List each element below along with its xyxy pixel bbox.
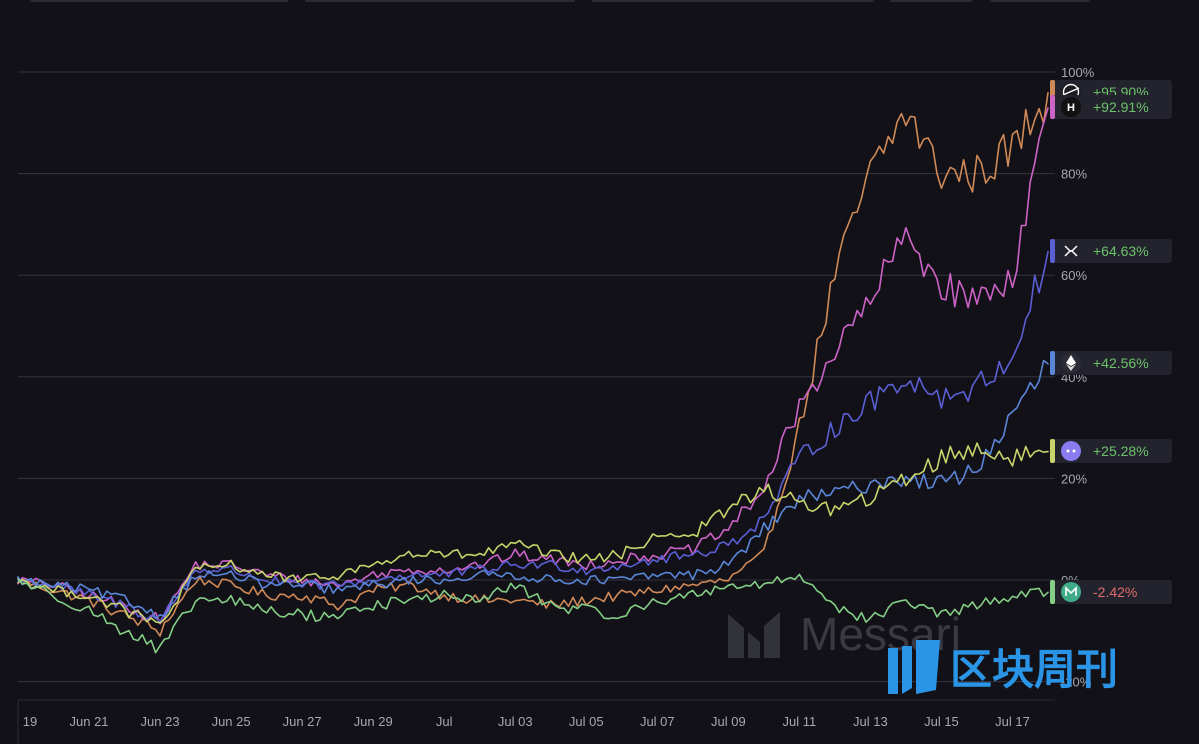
badge-percent: +92.91% [1093, 99, 1149, 115]
badge-percent: +25.28% [1093, 443, 1149, 459]
series-badge-chainlink: +25.28% [1050, 439, 1172, 463]
badge-color-tab [1050, 95, 1055, 119]
y-tick-label: 60% [1061, 268, 1087, 283]
y-tick-label: 80% [1061, 167, 1087, 182]
ethereum-icon [1061, 353, 1081, 373]
series-line-hedera [17, 107, 1049, 625]
badge-percent: +64.63% [1093, 243, 1149, 259]
x-tick-label: Jun 27 [283, 714, 322, 729]
series-badge-hedera: H +92.91% [1050, 95, 1172, 119]
badge-background [1052, 239, 1172, 263]
x-tick-label: Jun 29 [354, 714, 393, 729]
x-tick-label: Jul 05 [569, 714, 604, 729]
series-badge-messari-m: -2.42% [1050, 580, 1172, 604]
badge-color-tab [1050, 580, 1055, 604]
series-line-xrp [17, 250, 1049, 623]
series-line-chainlink [17, 442, 1049, 624]
series-layer [17, 92, 1049, 654]
brand-bars-icon [888, 640, 940, 694]
y-tick-label: 20% [1061, 471, 1087, 486]
badge-percent: -2.42% [1093, 584, 1137, 600]
badge-percent: +42.56% [1093, 355, 1149, 371]
x-tick-label: Jul 15 [924, 714, 959, 729]
badge-background [1052, 580, 1172, 604]
badge-color-tab [1050, 439, 1055, 463]
badge-layer: +95.90%H +92.91%+64.63%+42.56%+25.28%-2.4… [1050, 80, 1172, 604]
y-tick-label: -20% [1061, 675, 1092, 690]
x-tick-label: Jul [436, 714, 453, 729]
series-badge-xrp: +64.63% [1050, 239, 1172, 263]
x-tick-label: Jun 25 [212, 714, 251, 729]
series-line-ethereum [17, 359, 1049, 620]
top-toolbar-fragments [30, 0, 1090, 2]
xrp-icon [1061, 241, 1081, 261]
x-tick-label: Jul 17 [995, 714, 1030, 729]
brand-logo: 区块周刊 [888, 640, 1118, 694]
x-tick-label: 19 [23, 714, 37, 729]
chainlink-icon [1061, 441, 1081, 461]
x-tick-label: Jun 23 [141, 714, 180, 729]
hedera-icon: H [1061, 97, 1081, 117]
x-tick-label: Jun 21 [70, 714, 109, 729]
x-tick-label: Jul 09 [711, 714, 746, 729]
svg-text:H: H [1067, 102, 1075, 114]
messari-m-icon [1061, 582, 1081, 602]
x-tick-label: Jul 11 [783, 714, 817, 729]
series-line-stellar [17, 92, 1049, 637]
badge-background [1052, 351, 1172, 375]
x-tick-label: Jul 03 [498, 714, 533, 729]
brand-text: 区块周刊 [950, 645, 1118, 694]
badge-color-tab [1050, 239, 1055, 263]
badge-background [1052, 439, 1172, 463]
badge-background [1052, 95, 1172, 119]
series-badge-ethereum: +42.56% [1050, 351, 1172, 375]
y-tick-label: 100% [1061, 65, 1095, 80]
x-tick-label: Jul 13 [853, 714, 888, 729]
messari-logo-icon [728, 612, 780, 658]
x-tick-label: Jul 07 [640, 714, 675, 729]
badge-color-tab [1050, 351, 1055, 375]
series-line-messari-m [17, 573, 1049, 654]
